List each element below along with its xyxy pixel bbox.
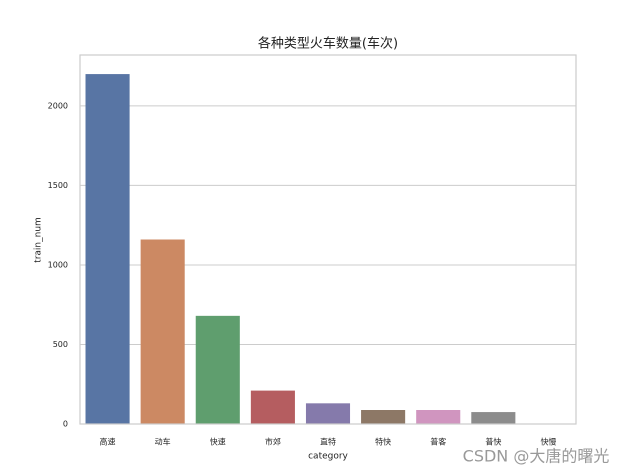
bar (195, 315, 240, 424)
x-tick-label: 普快 (485, 437, 501, 447)
x-tick-label: 高速 (100, 437, 116, 447)
watermark: CSDN @大唐的曙光 (463, 447, 610, 466)
x-tick-label: 快慢 (540, 437, 556, 447)
y-tick-label: 500 (53, 340, 68, 349)
bar (140, 239, 185, 424)
bar (416, 410, 461, 424)
bar (361, 410, 406, 424)
y-tick-label: 0 (63, 420, 68, 429)
y-axis-label: train_num (34, 217, 44, 263)
x-tick-label: 市郊 (265, 437, 281, 447)
y-tick-label: 1000 (48, 260, 68, 269)
y-tick-label: 2000 (48, 101, 68, 110)
bar (471, 412, 516, 424)
x-tick-label: 快速 (210, 437, 226, 447)
bar (305, 403, 351, 424)
bar (250, 390, 295, 424)
chart-title: 各种类型火车数量(车次) (258, 36, 398, 52)
x-tick-label: 动车 (155, 437, 171, 447)
x-axis-label: category (308, 452, 348, 462)
x-tick-label: 特快 (375, 437, 391, 447)
x-tick-label: 直特 (320, 437, 336, 447)
x-tick-label: 普客 (430, 437, 446, 447)
bar (85, 74, 130, 424)
plot-frame (79, 54, 577, 425)
y-tick-label: 1500 (48, 181, 68, 190)
